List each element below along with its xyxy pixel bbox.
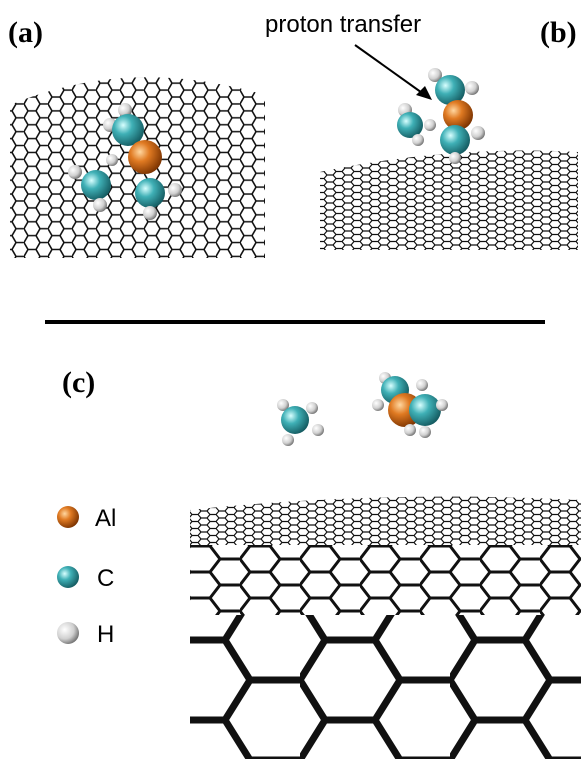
legend-label: H (97, 621, 114, 648)
molecule (397, 68, 485, 164)
legend-label: Al (95, 505, 116, 532)
molecule (277, 372, 448, 446)
panel-label: (b) (540, 16, 577, 49)
graphene-sheet (320, 151, 578, 250)
panel-label: (c) (62, 366, 95, 399)
legend-swatch (57, 506, 79, 528)
arrow (355, 45, 425, 95)
graphene-sheet (190, 497, 581, 759)
legend-swatch (57, 566, 79, 588)
figure: (a) (b) proton transfer (c) Al C (0, 0, 581, 759)
legend-label: C (97, 565, 114, 592)
legend-swatch (57, 622, 79, 644)
arrow-head (416, 86, 432, 100)
annotation: proton transfer (265, 11, 421, 38)
panel-label: (a) (8, 16, 43, 49)
